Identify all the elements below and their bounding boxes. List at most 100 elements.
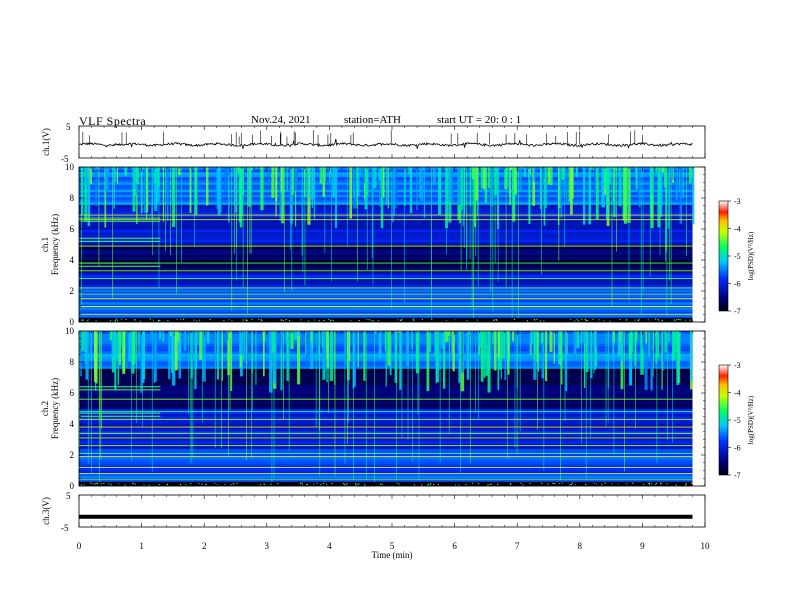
speckle — [198, 483, 200, 485]
speckle — [132, 482, 134, 484]
spectrogram-band — [79, 257, 693, 260]
spectrogram-burst — [689, 167, 692, 184]
speckle — [638, 318, 640, 320]
colorbar-tick-label: -7 — [734, 471, 741, 480]
spectrogram-burst — [360, 167, 364, 178]
spectrogram-burst — [651, 167, 654, 196]
spectrogram-burst — [416, 167, 418, 210]
spectrogram-burst — [458, 331, 461, 383]
speckle — [534, 319, 536, 321]
spectrogram-band — [79, 398, 693, 402]
spectrogram-burst — [296, 331, 300, 336]
spectrogram-burst — [394, 167, 397, 209]
spectrogram-burst — [603, 167, 605, 208]
speckle — [429, 484, 431, 486]
colorbar-tick-label: -6 — [734, 444, 741, 453]
spectrogram-burst — [483, 331, 486, 378]
spectrogram-burst — [136, 167, 138, 224]
speckle — [242, 319, 244, 321]
spectrogram-burst — [190, 331, 193, 379]
spectrogram-burst — [644, 331, 648, 391]
spectrogram-burst — [561, 167, 565, 180]
speckle — [372, 320, 375, 322]
spectrogram-burst — [595, 167, 599, 220]
speckle — [533, 319, 536, 321]
speckle — [205, 484, 207, 486]
speckle — [643, 483, 645, 485]
spectrogram-burst — [317, 331, 320, 361]
spectrogram-band — [79, 292, 693, 295]
spectrogram-band — [79, 423, 693, 427]
speckle — [445, 319, 448, 321]
spectrogram-burst — [492, 331, 494, 344]
spectrogram-band — [79, 199, 693, 203]
spectrogram-burst — [490, 331, 494, 369]
spectrogram-band — [79, 418, 693, 422]
spectrogram-burst — [635, 331, 638, 341]
spectrogram-burst — [170, 331, 174, 374]
spectrogram-burst — [113, 167, 115, 209]
spectrogram-burst — [617, 331, 621, 357]
spectrogram-band — [79, 388, 693, 392]
spectrogram-band — [79, 254, 693, 258]
spectrogram-burst — [109, 331, 113, 341]
speckle — [397, 319, 399, 321]
speckle — [232, 483, 234, 485]
y-tick-label: 4 — [70, 255, 75, 265]
speckle — [634, 319, 636, 321]
spectrogram-burst — [322, 167, 326, 181]
speckle — [454, 484, 457, 486]
spectrogram-burst — [652, 331, 654, 377]
spectrogram-burst — [81, 167, 84, 216]
spectrogram-band — [79, 411, 693, 414]
spectrogram-burst — [640, 331, 644, 375]
speckle — [90, 482, 92, 484]
spectrogram-burst — [630, 331, 634, 353]
speckle — [584, 318, 586, 320]
spectrogram-burst — [480, 167, 484, 189]
speckle — [301, 484, 304, 486]
spectrogram-burst — [532, 167, 536, 206]
spectrogram-burst — [285, 331, 288, 341]
spectrogram-burst — [466, 331, 470, 380]
spectrogram-band — [79, 451, 693, 454]
speckle — [313, 319, 315, 321]
speckle — [103, 483, 105, 485]
speckle — [190, 483, 192, 485]
spectrogram-burst — [635, 167, 638, 190]
spectrogram-burst — [326, 331, 328, 383]
channel-label: ch.1 — [40, 237, 50, 252]
spectrogram-burst — [125, 331, 129, 368]
spectrogram-band — [79, 234, 693, 238]
speckle — [125, 318, 127, 320]
spectrogram-band — [79, 386, 693, 389]
speckle — [345, 484, 347, 486]
spectrogram-burst — [138, 331, 140, 354]
speckle — [678, 318, 680, 320]
spectrogram-band — [79, 239, 693, 243]
spectrogram-burst — [582, 167, 586, 225]
spectrogram-burst — [328, 167, 331, 183]
speckle — [571, 482, 574, 484]
spectrogram-burst — [509, 167, 513, 171]
speckle — [412, 318, 414, 320]
speckle — [522, 484, 524, 486]
spectrogram-band — [79, 177, 693, 180]
spectrogram-burst — [393, 167, 395, 216]
spectrogram-burst — [172, 331, 176, 386]
spectrogram-burst — [132, 167, 136, 212]
spectrogram-band — [79, 217, 693, 220]
spectrogram-band — [79, 267, 693, 270]
spectrogram-burst — [541, 167, 545, 180]
spectrogram-burst — [690, 331, 693, 361]
spectrogram-burst — [565, 331, 568, 392]
speckle — [224, 483, 226, 485]
spectrogram-band — [79, 456, 693, 459]
spectrogram-burst — [279, 331, 282, 351]
spectrogram-burst — [154, 331, 157, 382]
speckle — [496, 483, 499, 485]
speckle — [346, 483, 348, 485]
spectrogram-band — [79, 192, 693, 195]
spectrogram-burst — [111, 331, 115, 357]
